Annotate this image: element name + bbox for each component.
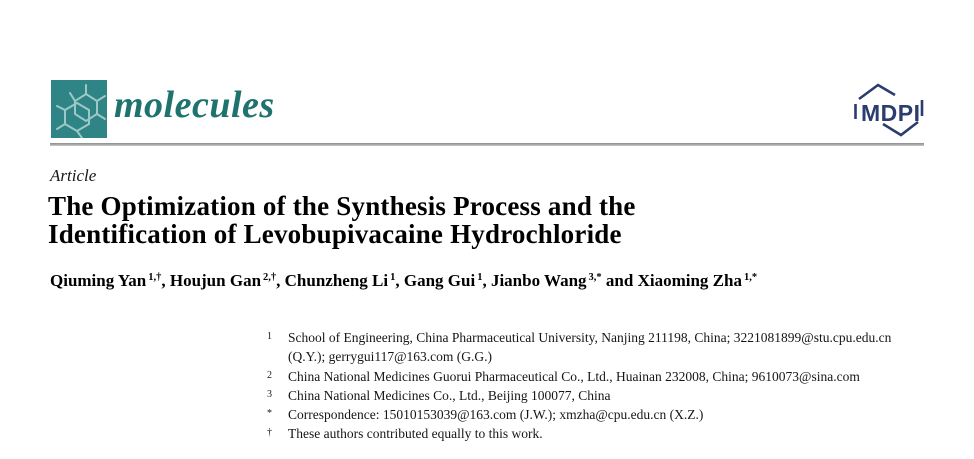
molecule-structure-icon (56, 84, 106, 138)
affiliation-text: School of Engineering, China Pharmaceuti… (288, 330, 892, 365)
affiliation-text: Correspondence: 15010153039@163.com (J.W… (288, 407, 704, 423)
mdpi-logo: MDPI (851, 81, 927, 139)
author-affiliation-marker: 1 (390, 272, 396, 283)
affiliation-marker: 3 (267, 388, 272, 400)
affiliation-marker: 2 (267, 369, 272, 381)
author-name: Chunzheng Li (284, 271, 389, 290)
author-affiliation-marker: 3,* (588, 272, 602, 283)
affiliation-marker: * (267, 408, 272, 420)
affiliation-text: China National Medicines Co., Ltd., Beij… (288, 387, 611, 403)
mdpi-logo-text: MDPI (861, 100, 921, 126)
author-name: Xiaoming Zha (637, 271, 742, 290)
affiliation-row: 1 School of Engineering, China Pharmaceut… (256, 328, 912, 367)
affiliation-text: These authors contributed equally to thi… (288, 426, 543, 442)
author-name: Qiuming Yan (50, 271, 147, 290)
affiliation-text: China National Medicines Guorui Pharmace… (288, 368, 860, 384)
article-title-line-2: Identification of Levobupivacaine Hydroc… (48, 219, 622, 249)
article-title: The Optimization of the Synthesis Proces… (48, 192, 808, 248)
affiliation-row: 2 China National Medicines Guorui Pharmac… (256, 367, 912, 386)
author-affiliation-marker: 1,* (743, 272, 758, 283)
author-affiliation-marker: 1,† (148, 272, 162, 283)
article-type-label: Article (50, 166, 97, 185)
author-list: Qiuming Yan 1,†, Houjun Gan 2,†, Chunzheng… (50, 271, 758, 290)
author-name: Gang Gui (403, 271, 476, 290)
journal-wordmark: molecules (114, 84, 275, 126)
author-affiliation-marker: 2,† (263, 272, 277, 283)
author-affiliation-marker: 1 (477, 272, 483, 283)
author-name: Jianbo Wang (490, 271, 587, 290)
affiliation-marker: † (267, 427, 272, 439)
affiliations-block: 1 School of Engineering, China Pharmaceut… (256, 328, 912, 444)
molecules-logo (51, 80, 107, 138)
author-name: Houjun Gan (169, 271, 262, 290)
affiliation-row: † These authors contributed equally to th… (256, 424, 912, 443)
header-divider (50, 143, 924, 146)
affiliation-marker: 1 (267, 331, 272, 342)
mdpi-hexagon-icon: MDPI (854, 83, 924, 137)
article-title-line-1: The Optimization of the Synthesis Proces… (48, 191, 636, 221)
affiliation-row: * Correspondence: 15010153039@163.com (J.… (256, 405, 912, 424)
affiliation-row: 3 China National Medicines Co., Ltd., Bei… (256, 386, 912, 405)
